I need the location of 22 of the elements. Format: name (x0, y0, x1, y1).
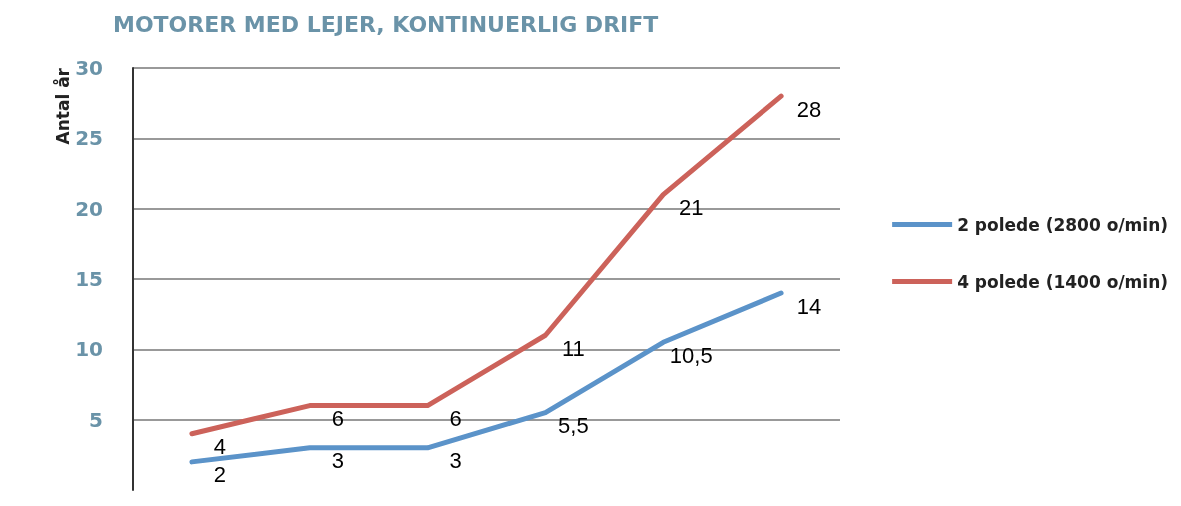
y-tick-label: 5 (89, 407, 103, 432)
data-label: 4 (213, 434, 227, 460)
data-label: 6 (449, 406, 462, 432)
data-label: 2 (213, 462, 227, 488)
data-label: 14 (796, 293, 822, 319)
y-axis-title: Antal år (51, 67, 73, 145)
data-label: 10,5 (669, 342, 713, 368)
data-label: 11 (561, 335, 585, 361)
data-label: 3 (449, 448, 462, 474)
y-tick-label: 25 (75, 126, 103, 151)
data-label: 3 (331, 448, 344, 474)
data-label: 6 (331, 406, 344, 432)
data-label: 21 (679, 195, 704, 221)
y-tick-label: 10 (75, 337, 103, 362)
chart-title: MOTORER MED LEJER, KONTINUERLIG DRIFT (113, 11, 659, 37)
y-tick-label: 20 (75, 196, 103, 221)
legend-label: 4 polede (1400 o/min) (957, 271, 1168, 292)
data-label: 28 (796, 96, 822, 122)
data-label: 5,5 (558, 413, 589, 439)
y-tick-label: 15 (75, 267, 103, 291)
legend-label: 2 polede (2800 o/min) (957, 214, 1168, 235)
y-tick-label: 30 (75, 56, 103, 80)
